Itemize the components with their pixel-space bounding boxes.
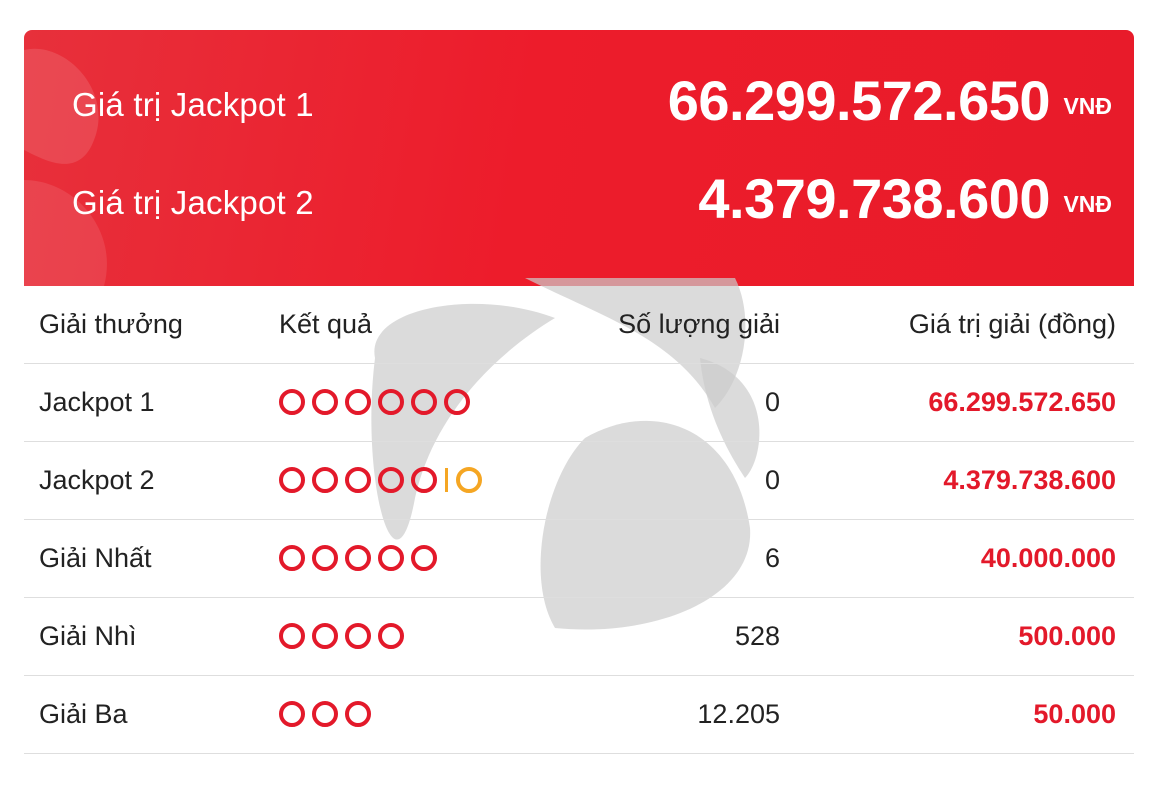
ball-icon: [312, 544, 338, 571]
ball-icon: [312, 700, 338, 727]
header-prize: Giải thưởng: [39, 309, 183, 339]
jackpot-panel: Giá trị Jackpot 1 66.299.572.650 VNĐ Giá…: [24, 30, 1134, 286]
ball-icon: [345, 388, 371, 415]
result-balls: [279, 442, 489, 519]
ball-icon: [345, 544, 371, 571]
jackpot-1-value: 66.299.572.650: [667, 69, 1051, 132]
winner-count: 528: [734, 621, 780, 651]
jackpot-1-row: Giá trị Jackpot 1 66.299.572.650 VNĐ: [24, 66, 1134, 146]
ball-icon: [378, 544, 404, 571]
results-table: Giải thưởng Kết quả Số lượng giải Giá tr…: [24, 286, 1134, 754]
ball-icon: [312, 388, 338, 415]
jackpot-2-label: Giá trị Jackpot 2: [72, 184, 314, 221]
prize-name: Giải Nhất: [39, 543, 152, 573]
header-count: Số lượng giải: [618, 309, 780, 339]
ball-icon: [345, 622, 371, 649]
prize-name: Jackpot 2: [39, 465, 155, 495]
ball-icon: [279, 544, 305, 571]
ball-icon: [279, 700, 305, 727]
winner-count: 6: [764, 543, 780, 573]
prize-value: 66.299.572.650: [928, 387, 1116, 417]
bonus-ball-icon: [456, 466, 482, 493]
ball-icon: [345, 700, 371, 727]
header-result: Kết quả: [279, 309, 373, 339]
header-value: Giá trị giải (đồng): [908, 309, 1116, 339]
prize-value: 500.000: [1018, 621, 1116, 651]
table-row: Giải Nhì 528 500.000: [24, 598, 1134, 676]
ball-icon: [411, 466, 437, 493]
jackpot-2-row: Giá trị Jackpot 2 4.379.738.600 VNĐ: [24, 164, 1134, 244]
table-row: Giải Ba 12.205 50.000: [24, 676, 1134, 754]
winner-count: 12.205: [697, 699, 780, 729]
result-balls: [279, 598, 411, 675]
ball-icon: [345, 466, 371, 493]
jackpot-2-unit: VNĐ: [1063, 191, 1112, 217]
clover-leaf-decoration-icon: [24, 48, 107, 286]
winner-count: 0: [764, 387, 780, 417]
ball-icon: [279, 622, 305, 649]
result-balls: [279, 676, 378, 753]
jackpot-2-value: 4.379.738.600: [698, 167, 1050, 230]
table-row: Jackpot 1 0 66.299.572.650: [24, 364, 1134, 442]
table-header-row: Giải thưởng Kết quả Số lượng giải Giá tr…: [24, 286, 1134, 364]
result-balls: [279, 364, 477, 441]
ball-icon: [444, 388, 470, 415]
jackpot-1-label: Giá trị Jackpot 1: [72, 86, 314, 123]
ball-icon: [378, 622, 404, 649]
jackpot-1-unit: VNĐ: [1063, 93, 1112, 119]
bonus-separator: [445, 467, 448, 492]
winner-count: 0: [764, 465, 780, 495]
ball-icon: [378, 388, 404, 415]
ball-icon: [279, 388, 305, 415]
table-row: Giải Nhất 6 40.000.000: [24, 520, 1134, 598]
prize-value: 40.000.000: [980, 543, 1116, 573]
table-row: Jackpot 2 0 4.379.738.600: [24, 442, 1134, 520]
ball-icon: [411, 544, 437, 571]
ball-icon: [279, 466, 305, 493]
ball-icon: [378, 466, 404, 493]
ball-icon: [411, 388, 437, 415]
prize-name: Giải Nhì: [39, 621, 137, 651]
prize-name: Giải Ba: [39, 699, 128, 729]
prize-value: 50.000: [1033, 699, 1116, 729]
prize-value: 4.379.738.600: [943, 465, 1116, 495]
ball-icon: [312, 622, 338, 649]
result-balls: [279, 520, 444, 597]
prize-name: Jackpot 1: [39, 387, 155, 417]
ball-icon: [312, 466, 338, 493]
